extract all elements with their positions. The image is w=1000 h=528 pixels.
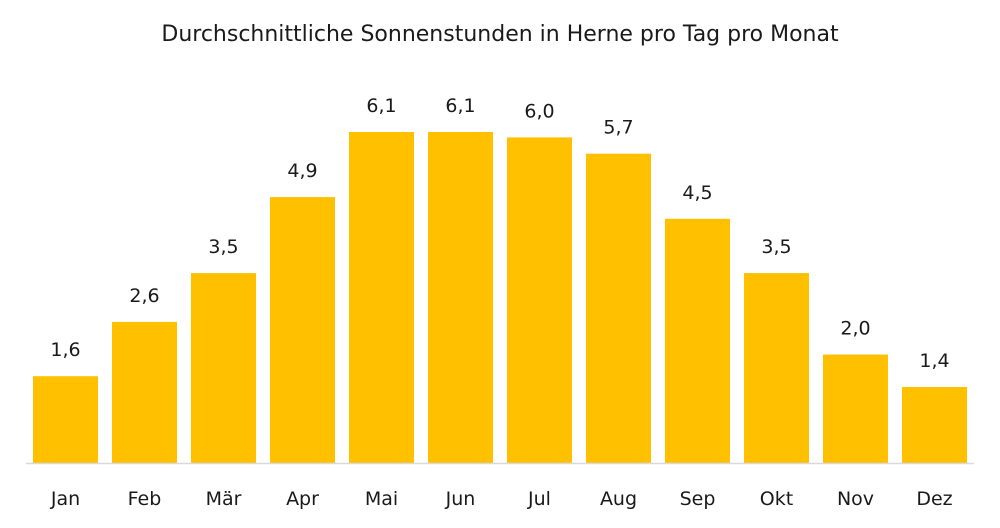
x-tick-label: Sep [680, 488, 716, 510]
bar-value-label: 6,0 [524, 100, 554, 122]
x-tick-label: Okt [760, 488, 793, 510]
bar-jan [33, 376, 98, 463]
bar-jun [428, 132, 493, 463]
bar-value-label: 4,9 [287, 160, 317, 182]
x-tick-label: Jan [50, 488, 80, 510]
x-tick-label: Mai [365, 488, 398, 510]
bar-mär [191, 273, 256, 463]
x-tick-label: Mär [206, 488, 242, 510]
bar-value-label: 3,5 [761, 236, 791, 258]
bars-group [33, 132, 967, 463]
bar-dez [902, 387, 967, 463]
chart-title: Durchschnittliche Sonnenstunden in Herne… [161, 22, 839, 47]
x-tick-label: Feb [128, 488, 162, 510]
bar-value-label: 6,1 [366, 95, 396, 117]
x-tick-label: Apr [286, 488, 319, 510]
bar-okt [744, 273, 809, 463]
bar-value-label: 2,6 [129, 285, 159, 307]
x-tick-label: Nov [837, 488, 874, 510]
x-tick-label: Jul [527, 488, 551, 510]
bar-apr [270, 197, 335, 463]
bar-value-label: 2,0 [840, 318, 870, 340]
bar-labels-group: 1,6 2,6 3,5 4,9 6,1 6,1 6,0 5,7 4,5 3,5 2,0 1,4 [50, 95, 949, 372]
bar-sep [665, 218, 730, 463]
bar-value-label: 6,1 [445, 95, 475, 117]
x-tick-labels-group: Jan Feb Mär Apr Mai Jun Jul Aug Sep Okt Nov Dez [50, 488, 953, 510]
bar-aug [586, 153, 651, 463]
x-tick-label: Aug [600, 488, 637, 510]
bar-value-label: 3,5 [208, 236, 238, 258]
bar-nov [823, 354, 888, 463]
x-tick-label: Dez [916, 488, 952, 510]
bar-value-label: 5,7 [603, 117, 633, 139]
bar-value-label: 1,6 [50, 339, 80, 361]
bar-feb [112, 321, 177, 463]
bar-jul [507, 137, 572, 463]
x-tick-label: Jun [445, 488, 476, 510]
bar-value-label: 1,4 [919, 350, 949, 372]
bar-mai [349, 132, 414, 463]
bar-value-label: 4,5 [682, 182, 712, 204]
